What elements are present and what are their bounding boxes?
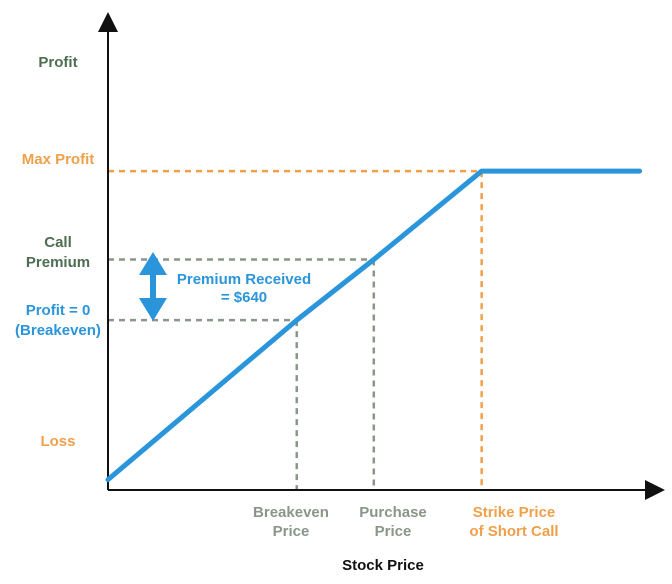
x-label-short-call: of Short Call: [469, 523, 558, 540]
y-label-max-profit: Max Profit: [22, 151, 95, 168]
y-label-profit: Profit: [38, 54, 77, 71]
y-label-call: Call: [44, 234, 72, 251]
x-axis-title: Stock Price: [342, 557, 424, 574]
payoff-line: [105, 168, 643, 483]
y-label-loss: Loss: [40, 433, 75, 450]
y-label-profit-zero: Profit = 0: [26, 302, 91, 319]
premium-double-arrow: [139, 252, 167, 321]
y-label-premium: Premium: [26, 254, 90, 271]
x-label-purchase: Purchase: [359, 504, 427, 521]
annotation-amount: = $640: [221, 289, 267, 306]
x-label-strike: Strike Price: [473, 504, 556, 521]
x-label-purchase-price: Price: [375, 523, 412, 540]
x-label-breakeven: Breakeven: [253, 504, 329, 521]
annotation-premium-received: Premium Received: [177, 271, 311, 288]
x-label-breakeven-price: Price: [273, 523, 310, 540]
y-label-breakeven: (Breakeven): [15, 322, 101, 339]
